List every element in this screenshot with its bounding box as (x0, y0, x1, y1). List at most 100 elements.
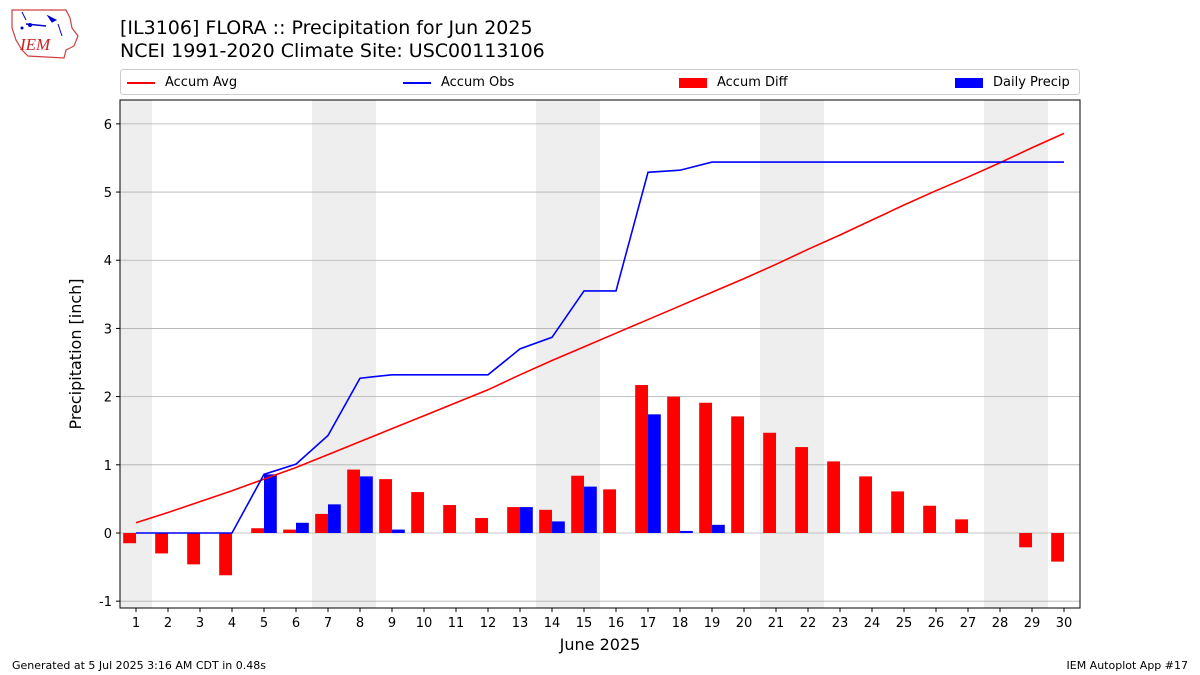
bar-accum-diff-day-26 (923, 505, 936, 533)
chart-title-line1: [IL3106] FLORA :: Precipitation for Jun … (120, 17, 533, 39)
bar-accum-diff-day-16 (603, 489, 616, 533)
bar-daily-precip-day-7 (328, 504, 341, 533)
bar-accum-diff-day-1 (123, 532, 136, 544)
bar-accum-diff-day-11 (443, 505, 456, 533)
x-tick-label-6: 6 (292, 616, 300, 631)
x-tick-label-20: 20 (736, 616, 753, 631)
y-tick-label--1: -1 (99, 595, 112, 610)
bar-accum-diff-day-27 (955, 519, 968, 533)
weekend-shade-day-29 (1016, 100, 1048, 608)
weekend-shade-day-1 (120, 100, 152, 608)
bar-accum-diff-day-14 (539, 509, 552, 533)
y-tick-label-3: 3 (104, 322, 112, 337)
bar-daily-precip-day-8 (360, 476, 373, 533)
x-tick-label-10: 10 (416, 616, 433, 631)
bar-accum-diff-day-15 (571, 475, 584, 533)
bar-accum-diff-day-19 (699, 402, 712, 533)
legend-swatch-daily-precip (955, 77, 983, 88)
y-tick-label-0: 0 (104, 527, 112, 542)
bar-accum-diff-day-20 (731, 416, 744, 533)
x-tick-label-3: 3 (196, 616, 204, 631)
x-tick-label-11: 11 (448, 616, 465, 631)
x-tick-label-18: 18 (672, 616, 689, 631)
iem-logo: IEM (11, 9, 79, 59)
legend: Accum Avg Accum Obs Accum Diff Daily Pre… (120, 69, 1080, 95)
footer-generated: Generated at 5 Jul 2025 3:16 AM CDT in 0… (12, 659, 266, 672)
x-tick-label-8: 8 (356, 616, 364, 631)
x-tick-label-17: 17 (640, 616, 657, 631)
plot-frame (119, 99, 1081, 609)
legend-label-accum-diff: Accum Diff (717, 75, 788, 90)
line-accum-avg (135, 132, 1065, 524)
x-tick-label-21: 21 (768, 616, 785, 631)
x-tick-label-30: 30 (1056, 616, 1073, 631)
x-tick-label-16: 16 (608, 616, 625, 631)
y-tick-label-4: 4 (104, 254, 112, 269)
legend-item-accum-avg: Accum Avg (127, 74, 237, 92)
x-tick-label-12: 12 (480, 616, 497, 631)
bar-accum-diff-day-17 (635, 385, 648, 533)
legend-item-accum-obs: Accum Obs (403, 74, 514, 92)
x-tick-label-14: 14 (544, 616, 561, 631)
weekend-shade-day-28 (984, 100, 1016, 608)
line-accum-obs (136, 161, 1064, 534)
legend-swatch-accum-obs (403, 81, 431, 84)
x-tick-label-13: 13 (512, 616, 529, 631)
x-tick-label-27: 27 (960, 616, 977, 631)
x-tick-label-26: 26 (928, 616, 945, 631)
bar-daily-precip-day-14 (552, 521, 565, 533)
bar-accum-diff-day-13 (507, 507, 520, 533)
bar-accum-diff-day-24 (859, 476, 872, 533)
bar-accum-diff-day-29 (1019, 532, 1032, 548)
footer-app: IEM Autoplot App #17 (1066, 659, 1189, 672)
legend-label-daily-precip: Daily Precip (993, 75, 1070, 90)
bar-accum-diff-day-23 (827, 461, 840, 533)
x-tick-label-24: 24 (864, 616, 881, 631)
x-tick-label-7: 7 (324, 616, 332, 631)
x-tick-label-2: 2 (164, 616, 172, 631)
bar-accum-diff-day-5 (251, 528, 264, 533)
x-tick-label-15: 15 (576, 616, 593, 631)
y-tick-label-5: 5 (104, 186, 112, 201)
bar-accum-diff-day-12 (475, 517, 488, 533)
bar-accum-diff-day-7 (315, 513, 328, 533)
bar-daily-precip-day-17 (648, 414, 661, 533)
legend-item-accum-diff: Accum Diff (679, 74, 788, 92)
x-tick-label-25: 25 (896, 616, 913, 631)
y-tick-label-6: 6 (104, 118, 112, 133)
x-tick-label-28: 28 (992, 616, 1009, 631)
x-tick-label-4: 4 (228, 616, 236, 631)
x-axis-label: June 2025 (559, 635, 641, 654)
bar-accum-diff-day-4 (219, 532, 232, 576)
bar-daily-precip-day-19 (712, 524, 725, 533)
x-tick-label-9: 9 (388, 616, 396, 631)
x-tick-label-19: 19 (704, 616, 721, 631)
bar-accum-diff-day-3 (187, 532, 200, 565)
x-tick-label-5: 5 (260, 616, 268, 631)
bar-accum-diff-day-18 (667, 396, 680, 533)
bar-daily-precip-day-13 (520, 507, 533, 533)
bar-accum-diff-day-22 (795, 447, 808, 533)
bar-accum-diff-day-10 (411, 492, 424, 533)
bar-daily-precip-day-15 (584, 486, 597, 533)
bar-daily-precip-day-6 (296, 522, 309, 533)
x-tick-label-1: 1 (132, 616, 140, 631)
bar-accum-diff-day-2 (155, 532, 168, 554)
bar-daily-precip-day-5 (264, 474, 277, 533)
bar-daily-precip-day-18 (680, 530, 693, 533)
bar-accum-diff-day-21 (763, 432, 776, 533)
legend-item-daily-precip: Daily Precip (955, 74, 1070, 92)
bar-daily-precip-day-9 (392, 529, 405, 533)
legend-label-accum-obs: Accum Obs (441, 75, 515, 90)
bar-accum-diff-day-8 (347, 469, 360, 533)
y-axis-label: Precipitation [inch] (66, 278, 85, 429)
x-tick-label-23: 23 (832, 616, 849, 631)
x-tick-label-22: 22 (800, 616, 817, 631)
legend-swatch-accum-diff (679, 77, 707, 88)
x-tick-label-29: 29 (1024, 616, 1041, 631)
logo-text: IEM (19, 35, 51, 54)
bar-accum-diff-day-30 (1051, 532, 1064, 562)
chart-title-line2: NCEI 1991-2020 Climate Site: USC00113106 (120, 40, 545, 62)
legend-swatch-accum-avg (127, 81, 155, 84)
